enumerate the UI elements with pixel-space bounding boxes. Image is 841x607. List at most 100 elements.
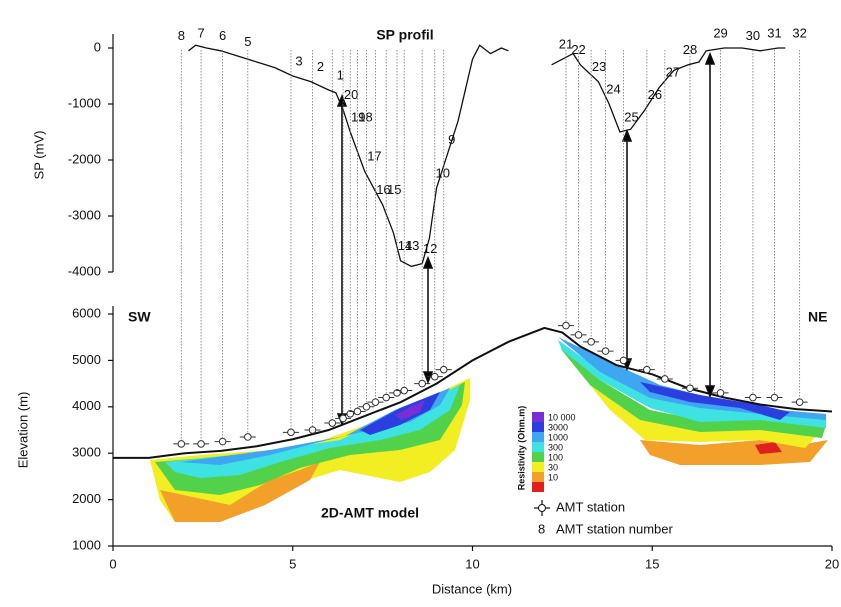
- station-marker: [287, 428, 295, 437]
- station-marker: [574, 331, 583, 339]
- station-number: 14: [398, 238, 412, 253]
- colorbar-swatch: [532, 452, 544, 462]
- station-marker: [418, 379, 426, 388]
- station-number: 5: [244, 34, 251, 49]
- station-number: 24: [606, 81, 620, 96]
- colorbar-label: 10 000: [548, 412, 576, 422]
- colorbar-label: 100: [548, 452, 563, 462]
- y-axis-label: SP (mV): [31, 131, 46, 180]
- colorbar-swatch: [532, 412, 544, 422]
- sw-label: SW: [128, 309, 151, 325]
- station-number: 16: [376, 182, 390, 197]
- station-number: 2: [317, 59, 324, 74]
- ne-label: NE: [808, 309, 827, 325]
- station-number: 28: [683, 42, 697, 57]
- sp-line: [188, 44, 786, 268]
- station-number: 30: [746, 28, 760, 43]
- legend-station: AMT station: [556, 499, 625, 514]
- station-number: 10: [436, 165, 450, 180]
- x-tick-label: 10: [465, 556, 479, 571]
- x-tick-label: 5: [289, 556, 296, 571]
- station-marker: [218, 437, 227, 446]
- colorbar-label: 3000: [548, 422, 568, 432]
- station-marker: [371, 398, 380, 406]
- colorbar-swatch: [532, 442, 544, 452]
- colorbar-swatch: [532, 462, 544, 472]
- station-marker: [362, 403, 371, 411]
- y2-tick-label: 2000: [72, 491, 101, 506]
- station-number: 17: [367, 149, 381, 164]
- legend-number-example: 8: [538, 521, 545, 536]
- topography-line: [113, 326, 833, 459]
- station-marker: [430, 372, 439, 381]
- colorbar-label: 10: [548, 472, 558, 482]
- station-number: 3: [295, 53, 302, 68]
- y2-tick-label: 6000: [72, 305, 101, 320]
- station-marker: [601, 347, 610, 355]
- station-marker: [661, 375, 669, 383]
- y-tick-label: -4000: [68, 263, 101, 278]
- station-marker: [393, 389, 401, 397]
- station-marker: [244, 433, 252, 441]
- y2-axis-label: Elevation (m): [15, 392, 30, 469]
- model-label: 2D-AMT model: [321, 505, 419, 521]
- station-number: 13: [405, 238, 419, 253]
- station-marker: [686, 384, 694, 393]
- colorbar-label: 30: [548, 462, 558, 472]
- station-marker: [619, 356, 628, 365]
- station-marker: [439, 365, 448, 374]
- y2-tick-label: 3000: [72, 445, 101, 460]
- station-number: 19: [351, 109, 365, 124]
- colorbar-label: 300: [548, 442, 563, 452]
- legend: AMT station 8 AMT station number: [534, 499, 673, 536]
- station-number: 29: [713, 25, 727, 40]
- station-number: 15: [387, 182, 401, 197]
- station-marker: [716, 389, 725, 397]
- colorbar-label: 1000: [548, 432, 568, 442]
- station-number: 7: [197, 25, 204, 40]
- y-tick-label: 0: [94, 39, 101, 54]
- station-number: 32: [792, 25, 806, 40]
- station-number: 9: [448, 132, 455, 147]
- station-number: 12: [423, 241, 437, 256]
- y-tick-label: -3000: [68, 207, 101, 222]
- station-marker: [400, 386, 408, 395]
- station-number: 26: [648, 87, 662, 102]
- colorbar-swatch: [532, 422, 544, 432]
- legend-number: AMT station number: [556, 521, 673, 536]
- y2-tick-label: 5000: [72, 352, 101, 367]
- x-tick-label: 20: [825, 556, 839, 571]
- station-marker: [308, 426, 317, 434]
- station-marker: [177, 440, 186, 448]
- station-number: 22: [571, 42, 585, 57]
- station-marker: [749, 393, 757, 402]
- station-marker: [346, 409, 355, 418]
- x-tick-label: 15: [645, 556, 659, 571]
- station-number: 23: [592, 59, 606, 74]
- y-tick-label: -1000: [68, 95, 101, 110]
- station-number: 25: [624, 109, 638, 124]
- y2-tick-label: 1000: [72, 537, 101, 552]
- colorbar-title: Resistivity (Ohm.m): [516, 406, 526, 491]
- station-marker: [353, 407, 362, 416]
- y-tick-label: -2000: [68, 151, 101, 166]
- station-number: 8: [178, 28, 185, 43]
- colorbar-swatch: [532, 432, 544, 442]
- colorbar-swatch: [532, 472, 544, 482]
- station-marker: [795, 398, 804, 406]
- station-marker: [770, 393, 779, 402]
- station-marker: [643, 365, 651, 374]
- station-number: 18: [358, 109, 372, 124]
- station-number: 21: [559, 37, 573, 52]
- station-marker: [328, 419, 337, 427]
- station-marker: [197, 440, 205, 448]
- station-number: 6: [219, 28, 226, 43]
- station-number: 1: [337, 67, 344, 82]
- y2-tick-label: 4000: [72, 398, 101, 413]
- x-axis-label: Distance (km): [432, 581, 512, 596]
- station-number: 20: [344, 87, 358, 102]
- chart-title: SP profil: [376, 27, 433, 43]
- station-number: 27: [666, 65, 680, 80]
- station-marker: [382, 393, 391, 402]
